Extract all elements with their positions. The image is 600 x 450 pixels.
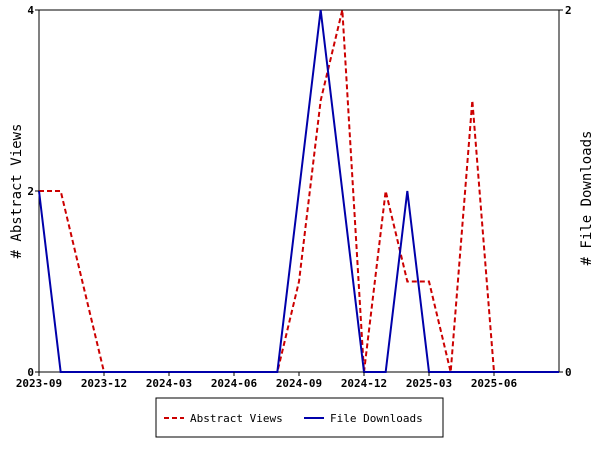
legend-box: [155, 397, 444, 438]
right-y-axis: 02: [559, 4, 572, 379]
x-tick-label: 2025-06: [471, 377, 518, 390]
right-tick-label: 2: [565, 4, 572, 17]
left-tick-label: 4: [27, 4, 34, 17]
x-tick-label: 2024-12: [341, 377, 387, 390]
right-axis-title: # File Downloads: [579, 131, 595, 266]
x-tick-label: 2023-09: [16, 377, 62, 390]
legend-label-file-downloads: File Downloads: [330, 412, 423, 425]
series-layer: [38, 9, 559, 373]
left-tick-label: 2: [27, 185, 34, 198]
x-tick-label: 2025-03: [406, 377, 452, 390]
x-axis: 2023-09 2023-12 2024-03 2024-06 2024-09 2024-…: [16, 372, 518, 390]
x-tick-label: 2023-12: [81, 377, 127, 390]
x-tick-label: 2024-06: [211, 377, 258, 390]
x-tick-label: 2024-03: [146, 377, 192, 390]
series-line-file-downloads: [38, 9, 559, 373]
left-axis-title: # Abstract Views: [9, 124, 25, 259]
legend: Abstract Views File Downloads: [155, 397, 444, 438]
x-tick-label: 2024-09: [276, 377, 322, 390]
left-y-axis: 0 2 4: [27, 4, 39, 379]
right-tick-label: 0: [565, 366, 572, 379]
left-tick-label: 0: [27, 366, 34, 379]
legend-label-abstract-views: Abstract Views: [190, 412, 283, 425]
series-line-abstract-views: [39, 9, 559, 373]
